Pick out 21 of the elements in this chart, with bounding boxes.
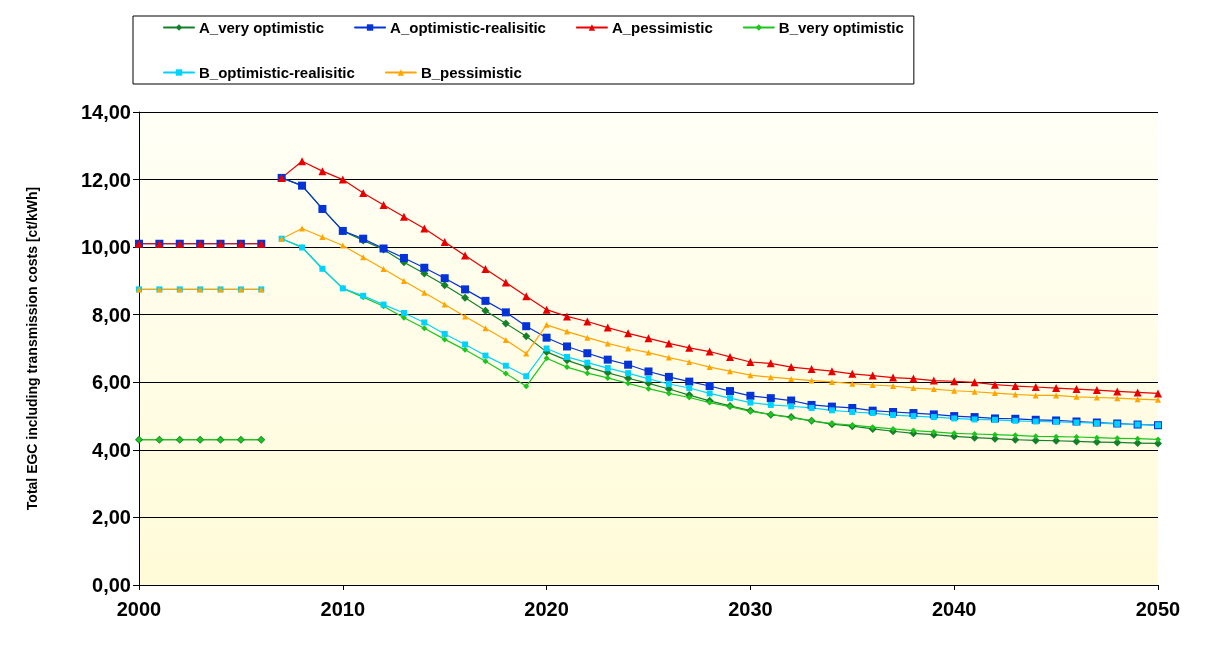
x-tick-label: 2000 bbox=[116, 598, 162, 620]
y-tick-label: 8,00 bbox=[92, 303, 131, 326]
x-tick-label: 2010 bbox=[320, 598, 366, 620]
x-tick-label: 2030 bbox=[728, 598, 773, 620]
legend-label: A_optimistic-realisitic bbox=[390, 19, 546, 36]
y-axis-title: Total EGC including transmission costs [ct/kWh] bbox=[24, 186, 40, 511]
legend-label: B_very optimistic bbox=[778, 19, 904, 36]
y-tick-label: 2,00 bbox=[92, 506, 131, 529]
y-tick-label: 10,00 bbox=[80, 236, 131, 259]
x-tick-label: 2050 bbox=[1135, 598, 1181, 620]
legend-label: B_optimistic-realisitic bbox=[199, 64, 355, 81]
y-tick-label: 14,00 bbox=[80, 101, 131, 123]
y-tick-label: 0,00 bbox=[92, 574, 131, 596]
y-tick-label: 6,00 bbox=[92, 371, 131, 394]
x-tick-label: 2020 bbox=[524, 598, 569, 620]
y-tick-label: 4,00 bbox=[92, 438, 131, 461]
legend-label: A_pessimistic bbox=[611, 19, 713, 36]
y-tick-label: 12,00 bbox=[80, 168, 131, 191]
x-tick-label: 2040 bbox=[931, 598, 977, 620]
legend-label: B_pessimistic bbox=[420, 64, 522, 81]
legend-label: A_very optimistic bbox=[199, 19, 325, 36]
